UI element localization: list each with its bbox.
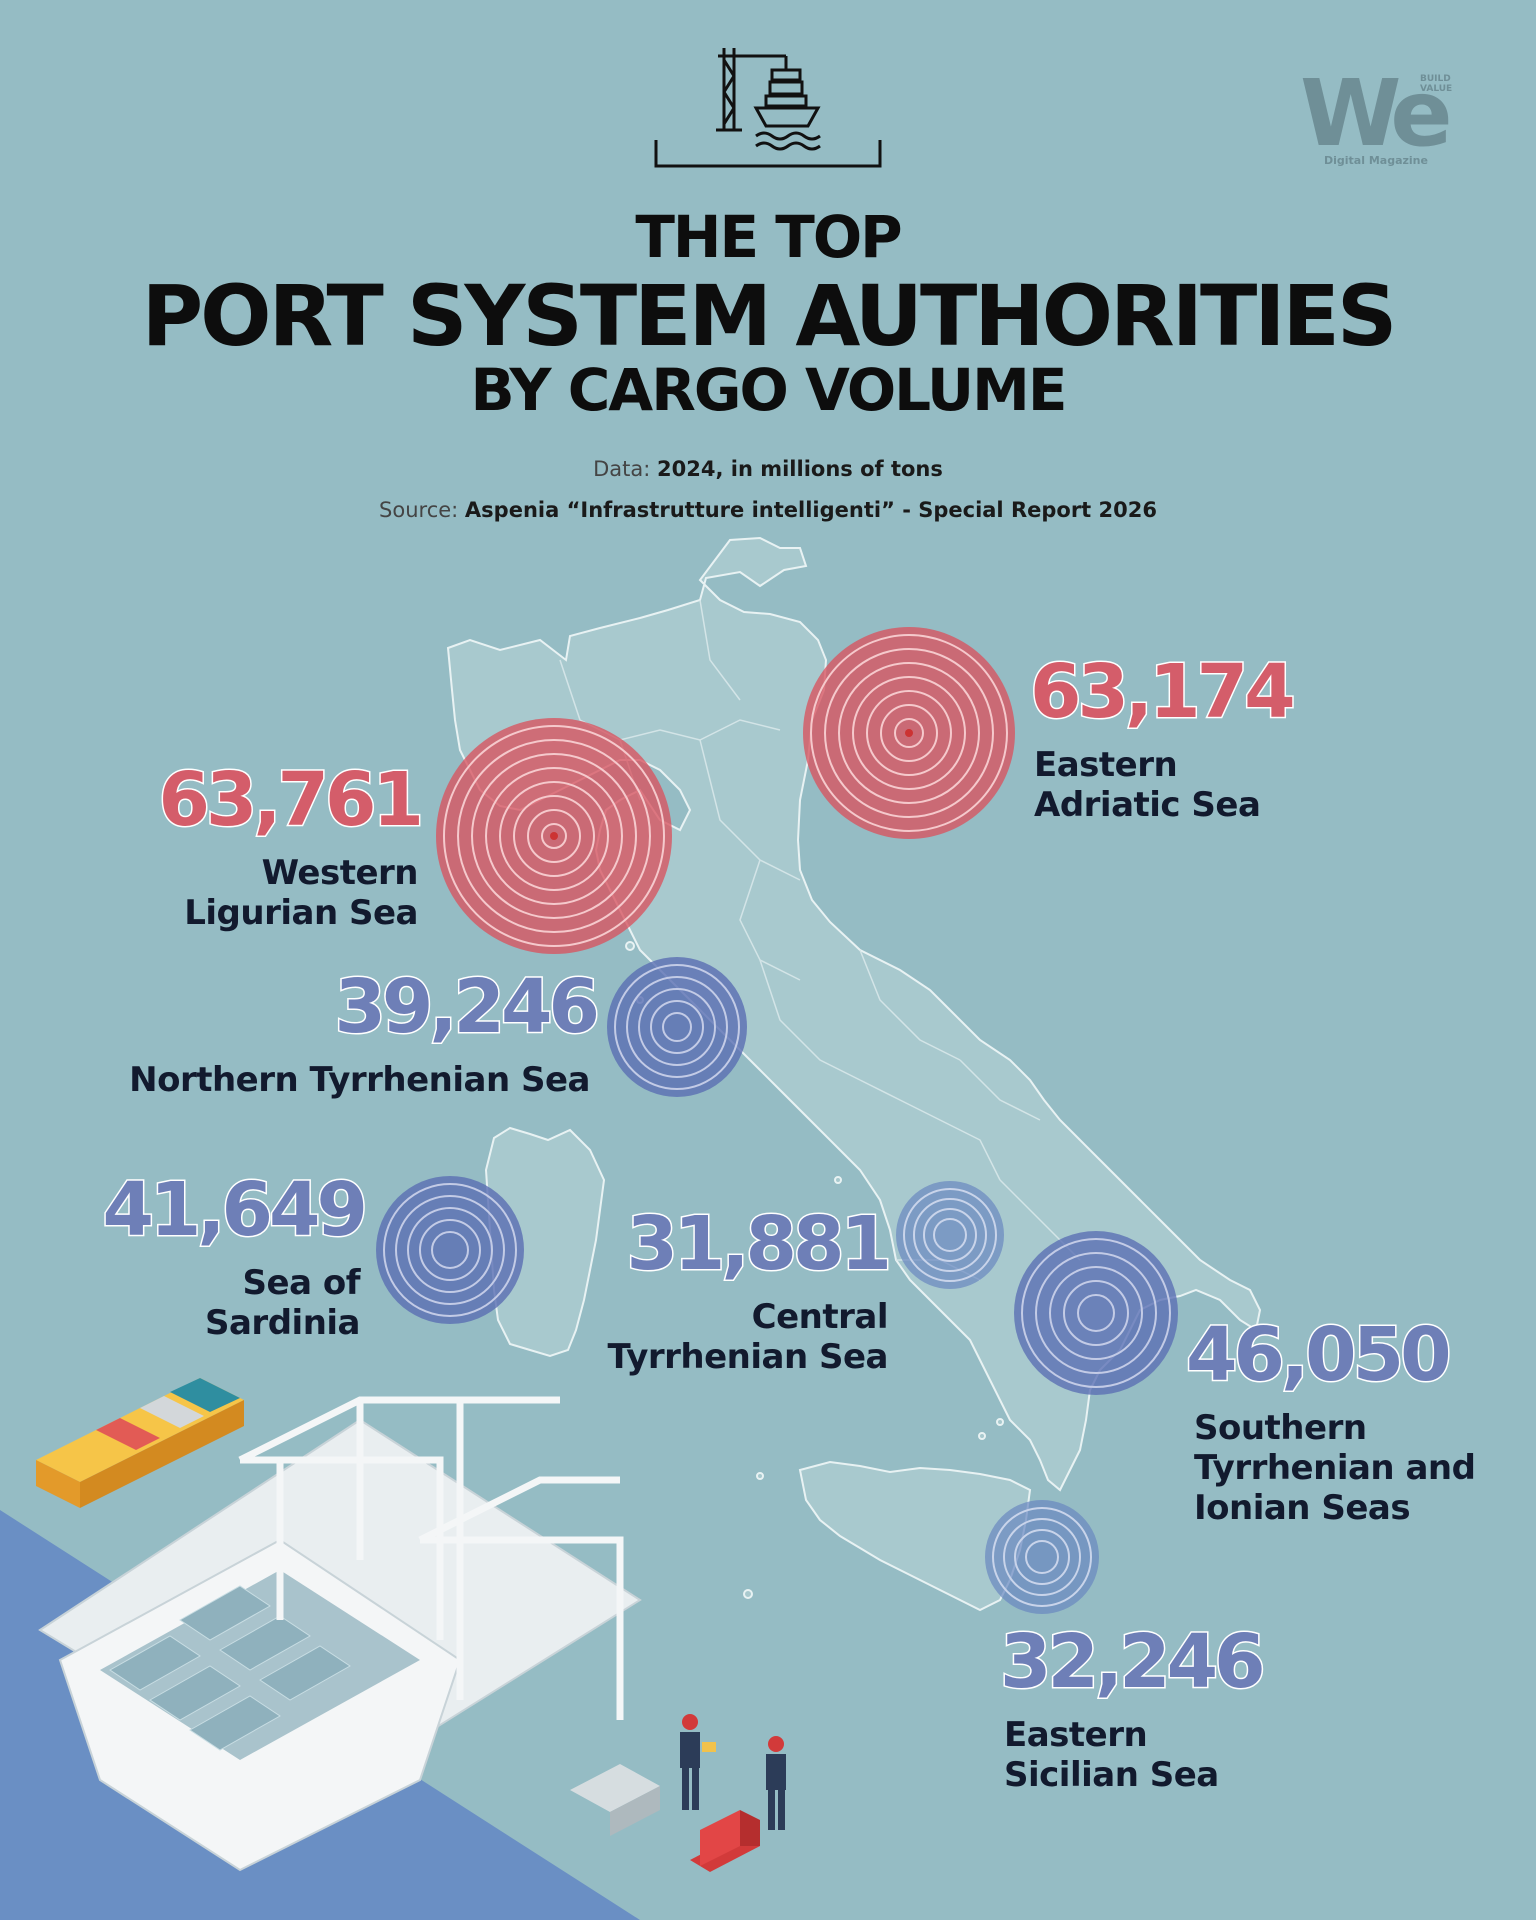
logo-tagline: BUILD VALUE	[1420, 74, 1453, 94]
data-key: Data:	[593, 457, 651, 481]
label-eastern-adriatic-2: Adriatic Sea	[1034, 785, 1261, 825]
source-value: Aspenia “Infrastrutture intelligenti” - …	[464, 498, 1157, 522]
title-line1: THE TOP	[635, 203, 902, 271]
label-central-tyrrhenian-1: Central	[751, 1297, 889, 1337]
circle-southern-tyrrhenian-ionian	[1014, 1231, 1178, 1395]
label-southern-tyrrhenian-ionian-3: Ionian Seas	[1194, 1488, 1411, 1528]
circle-sea-of-sardinia	[376, 1176, 524, 1324]
circle-western-ligurian	[436, 718, 672, 954]
title-line2: PORT SYSTEM AUTHORITIES	[141, 267, 1398, 365]
label-western-ligurian-1: Western	[261, 853, 419, 893]
crane-ship-icon	[654, 48, 882, 168]
title-line3: BY CARGO VOLUME	[470, 356, 1068, 424]
value-northern-tyrrhenian: 39,246	[333, 964, 602, 1050]
data-value: 2024, in millions of tons	[657, 457, 943, 481]
label-southern-tyrrhenian-ionian-2: Tyrrhenian and	[1194, 1448, 1476, 1488]
label-central-tyrrhenian-2: Tyrrhenian Sea	[607, 1337, 889, 1377]
label-sea-of-sardinia-2: Sardinia	[205, 1303, 361, 1343]
value-southern-tyrrhenian-ionian: 46,050	[1185, 1312, 1454, 1398]
container-port-illustration	[0, 1378, 786, 1920]
value-eastern-sicilian: 32,246	[999, 1619, 1268, 1705]
circle-northern-tyrrhenian	[607, 957, 747, 1097]
label-northern-tyrrhenian: Northern Tyrrhenian Sea	[129, 1060, 590, 1100]
value-eastern-adriatic: 63,174	[1029, 649, 1298, 735]
circle-eastern-sicilian	[985, 1500, 1099, 1614]
value-western-ligurian: 63,761	[157, 757, 426, 843]
value-sea-of-sardinia: 41,649	[101, 1167, 370, 1253]
circle-eastern-adriatic	[803, 627, 1015, 839]
label-western-ligurian-2: Ligurian Sea	[184, 893, 418, 933]
logo-mark: We	[1300, 60, 1453, 167]
source-line: Source: Aspenia “Infrastrutture intellig…	[0, 498, 1536, 522]
data-line: Data: 2024, in millions of tons	[0, 457, 1536, 481]
value-central-tyrrhenian: 31,881	[625, 1201, 894, 1287]
circle-central-tyrrhenian	[896, 1181, 1004, 1289]
label-eastern-sicilian-1: Eastern	[1004, 1715, 1148, 1755]
logo-caption: Digital Magazine	[1324, 154, 1428, 167]
label-eastern-adriatic-1: Eastern	[1034, 745, 1178, 785]
label-southern-tyrrhenian-ionian-1: Southern	[1194, 1408, 1367, 1448]
we-logo: We BUILD VALUE Digital Magazine	[1300, 60, 1470, 168]
source-key: Source:	[379, 498, 459, 522]
label-eastern-sicilian-2: Sicilian Sea	[1004, 1755, 1219, 1795]
label-sea-of-sardinia-1: Sea of	[242, 1263, 361, 1303]
